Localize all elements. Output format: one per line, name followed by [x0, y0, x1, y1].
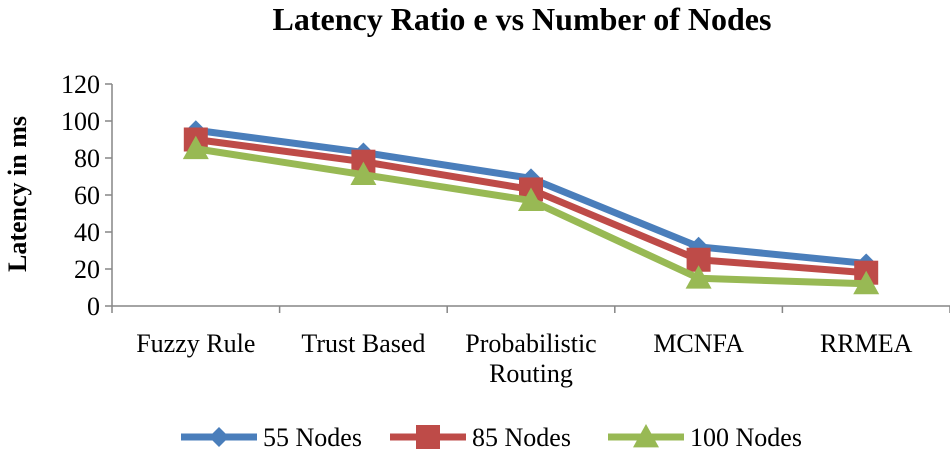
legend-label: 55 Nodes [263, 423, 362, 452]
series-100-nodes [182, 135, 880, 295]
y-axis-label: Latency in ms [3, 116, 32, 272]
y-tick-label: 120 [61, 70, 100, 99]
chart-title: Latency Ratio e vs Number of Nodes [273, 1, 772, 37]
data-point [518, 187, 544, 211]
y-tick-label: 60 [74, 181, 100, 210]
legend-label: 100 Nodes [690, 423, 802, 452]
x-category-label: Trust Based [301, 329, 425, 358]
legend-marker [209, 427, 229, 447]
y-tick-label: 20 [74, 255, 100, 284]
legend-label: 85 Nodes [472, 423, 571, 452]
x-category-label: Fuzzy Rule [136, 329, 255, 358]
data-point [182, 135, 209, 160]
data-point [685, 265, 712, 289]
x-axis: Fuzzy Rule Trust Based Probabilistic Routin… [111, 305, 950, 388]
legend-item: 100 Nodes [608, 423, 802, 452]
y-tick-label: 0 [87, 292, 100, 321]
legend: 55 Nodes 85 Nodes 100 Nodes [181, 423, 802, 452]
data-point [350, 161, 377, 186]
y-tick-label: 100 [61, 107, 100, 136]
x-category-label: RRMEA [820, 329, 913, 358]
y-tick-label: 80 [74, 144, 100, 173]
y-tick-label: 40 [74, 218, 100, 247]
data-point [853, 270, 880, 295]
plot-area [182, 120, 880, 295]
legend-marker [633, 424, 659, 448]
legend-item: 85 Nodes [390, 423, 571, 452]
legend-marker [416, 425, 440, 449]
y-axis: 0 20 40 60 80 100 120 [61, 70, 113, 321]
x-category-label: Probabilistic Routing [465, 329, 596, 388]
legend-item: 55 Nodes [181, 423, 362, 452]
x-category-label: MCNFA [653, 329, 744, 358]
